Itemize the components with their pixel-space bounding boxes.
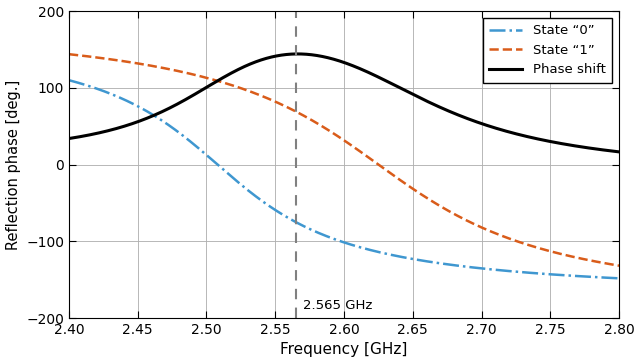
Y-axis label: Reflection phase [deg.]: Reflection phase [deg.] bbox=[6, 79, 20, 250]
Legend: State “0”, State “1”, Phase shift: State “0”, State “1”, Phase shift bbox=[483, 18, 612, 83]
X-axis label: Frequency [GHz]: Frequency [GHz] bbox=[280, 342, 408, 358]
Text: 2.565 GHz: 2.565 GHz bbox=[303, 299, 372, 312]
